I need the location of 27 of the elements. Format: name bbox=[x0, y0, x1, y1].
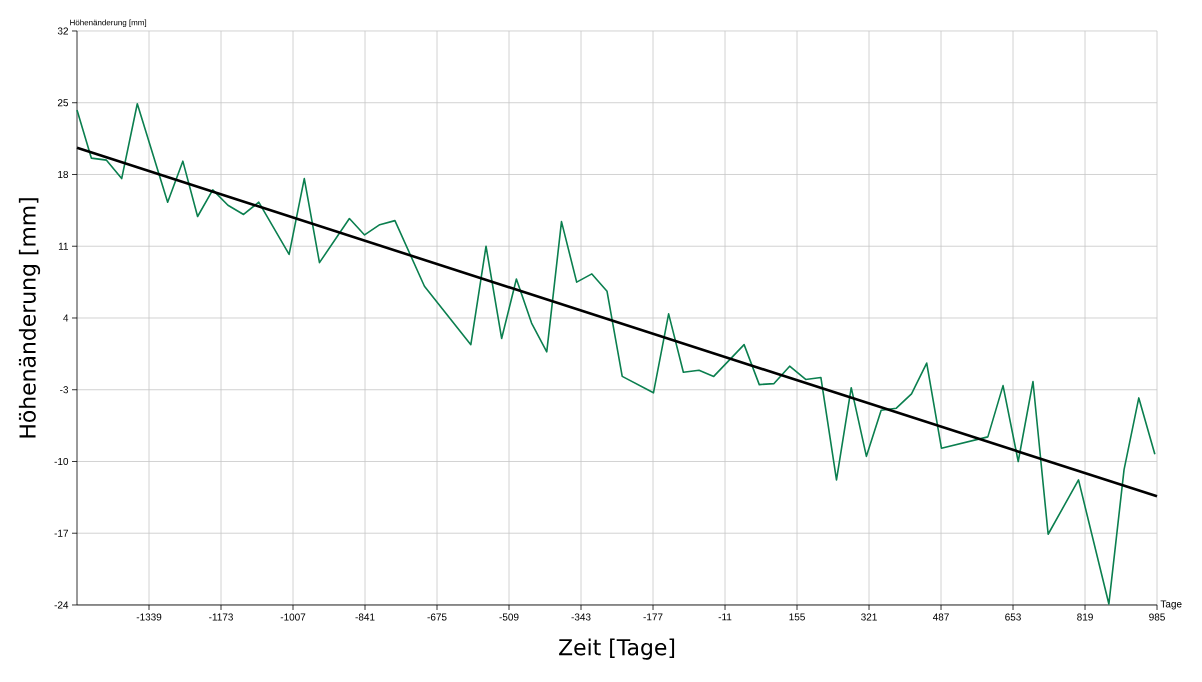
x-tick-label: -675 bbox=[427, 613, 447, 621]
y-axis-title: Höhenänderung [mm] bbox=[18, 198, 41, 438]
y-tick-label: -3 bbox=[60, 386, 69, 394]
x-tick-label: -177 bbox=[643, 613, 663, 621]
y-tick-label: 18 bbox=[58, 170, 69, 179]
y-tick-label: -17 bbox=[54, 529, 68, 537]
x-axis-title: Zeit [Tage] bbox=[559, 638, 675, 660]
x-tick-label: 819 bbox=[1077, 613, 1093, 621]
x-tick-label: -343 bbox=[571, 613, 591, 621]
x-tick-label: -11 bbox=[718, 613, 732, 621]
x-tick-label: 653 bbox=[1005, 613, 1021, 621]
y-tick-label: 32 bbox=[57, 27, 68, 35]
y-tick-label: 11 bbox=[58, 242, 69, 250]
x-tick-label: -1173 bbox=[209, 613, 233, 621]
x-tick-label: -1339 bbox=[136, 613, 162, 621]
y-tick-label: -10 bbox=[54, 457, 69, 466]
y-tick-label: -24 bbox=[54, 601, 69, 609]
x-tick-label: 155 bbox=[789, 613, 805, 621]
x-tick-label: -1007 bbox=[280, 613, 306, 621]
y-tick-label: 25 bbox=[57, 99, 69, 107]
text: Tage bbox=[1160, 600, 1182, 610]
x-tick-label: 985 bbox=[1149, 613, 1165, 621]
x-tick-label: -841 bbox=[355, 613, 375, 621]
y-tick-label: 4 bbox=[63, 314, 69, 322]
x-tick-label: 487 bbox=[932, 613, 949, 621]
x-tick-label: -509 bbox=[499, 613, 519, 621]
x-tick-label: 321 bbox=[861, 613, 877, 621]
